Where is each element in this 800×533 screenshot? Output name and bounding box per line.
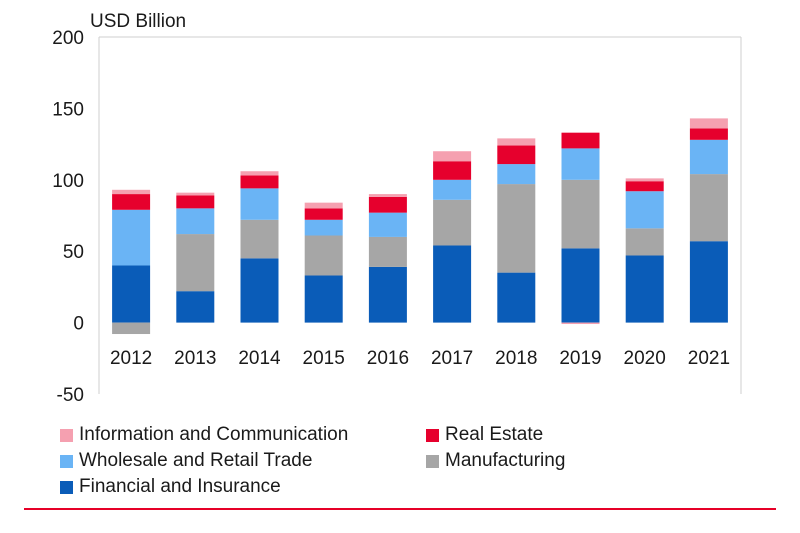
bar-segment	[368, 212, 407, 237]
bar-segment	[368, 194, 407, 197]
y-tick-label: 100	[52, 171, 84, 192]
x-tick-label: 2021	[688, 348, 730, 369]
bar-segment	[689, 174, 728, 242]
bar-segment	[561, 132, 600, 149]
bar-segment	[176, 291, 215, 323]
bar-segment	[497, 145, 536, 165]
legend-label: Real Estate	[445, 424, 544, 445]
legend-label: Financial and Insurance	[79, 476, 281, 497]
bar-segment	[433, 151, 472, 162]
bar-segment	[368, 236, 407, 267]
bar-segment	[561, 248, 600, 323]
x-tick-label: 2018	[495, 348, 537, 369]
bar-segment	[689, 118, 728, 129]
bar-segment	[240, 188, 279, 220]
bar-segment	[497, 138, 536, 146]
bar-segment	[433, 179, 472, 200]
bar-segment	[561, 179, 600, 249]
legend-item-information: Information and Communication	[60, 424, 348, 446]
x-tick-label: 2017	[431, 348, 473, 369]
bar-segment	[625, 255, 664, 323]
x-tick-label: 2012	[110, 348, 152, 369]
bar-segment	[368, 196, 407, 213]
bar-segment	[240, 171, 279, 176]
bar-segment	[112, 189, 151, 195]
y-tick-label: 150	[52, 99, 84, 120]
x-tick-label: 2013	[174, 348, 216, 369]
bar-segment	[176, 234, 215, 292]
x-tick-label: 2015	[303, 348, 345, 369]
bar-segment	[240, 175, 279, 189]
y-axis-unit-label: USD Billion	[90, 11, 186, 32]
bar-segment	[112, 322, 151, 335]
x-tick-label: 2019	[559, 348, 601, 369]
bar-segment	[689, 241, 728, 323]
legend-item-manufacturing: Manufacturing	[426, 450, 565, 472]
legend-label: Manufacturing	[445, 450, 566, 471]
bar-segment	[304, 275, 343, 323]
bar-segment	[625, 191, 664, 229]
bar-segment	[304, 208, 343, 220]
bar-segment	[176, 208, 215, 235]
bar-segment	[689, 139, 728, 175]
bar-segment	[625, 228, 664, 256]
bar-segment	[561, 322, 600, 325]
legend-swatch	[426, 454, 439, 468]
bar-segment	[176, 192, 215, 196]
bar-segment	[112, 265, 151, 323]
bar-segment	[368, 266, 407, 323]
y-tick-label: 0	[73, 314, 84, 335]
x-tick-label: 2014	[238, 348, 281, 369]
y-tick-label: 50	[63, 242, 84, 263]
legend-item-wholesale: Wholesale and Retail Trade	[60, 450, 312, 472]
bar-segment	[497, 164, 536, 185]
legend-swatch	[426, 428, 439, 442]
bar-segment	[240, 219, 279, 259]
bar-segment	[497, 184, 536, 273]
y-tick-label: 200	[52, 28, 84, 49]
bar-segment	[112, 194, 151, 210]
bar-segment	[304, 202, 343, 209]
bar-segment	[112, 209, 151, 266]
legend-label: Information and Communication	[79, 424, 349, 445]
bar-segment	[625, 181, 664, 192]
legend-item-financial: Financial and Insurance	[60, 476, 281, 498]
legend-swatch	[60, 454, 73, 468]
legend-label: Wholesale and Retail Trade	[79, 450, 313, 471]
bar-segment	[625, 178, 664, 182]
bar-segment	[497, 272, 536, 323]
bar-segment	[304, 235, 343, 276]
x-tick-label: 2016	[367, 348, 409, 369]
x-tick-label: 2020	[624, 348, 666, 369]
bar-segment	[176, 195, 215, 209]
bar-segment	[433, 161, 472, 180]
legend-swatch	[60, 428, 73, 442]
legend-item-real-estate: Real Estate	[426, 424, 543, 446]
bar-segment	[240, 258, 279, 323]
legend-swatch	[60, 480, 73, 494]
bar-segment	[433, 199, 472, 246]
bar-segment	[689, 128, 728, 140]
y-tick-label: -50	[57, 385, 84, 406]
bottom-divider	[24, 508, 776, 510]
bar-segment	[304, 219, 343, 236]
bar-segment	[433, 245, 472, 323]
bar-segment	[561, 148, 600, 180]
